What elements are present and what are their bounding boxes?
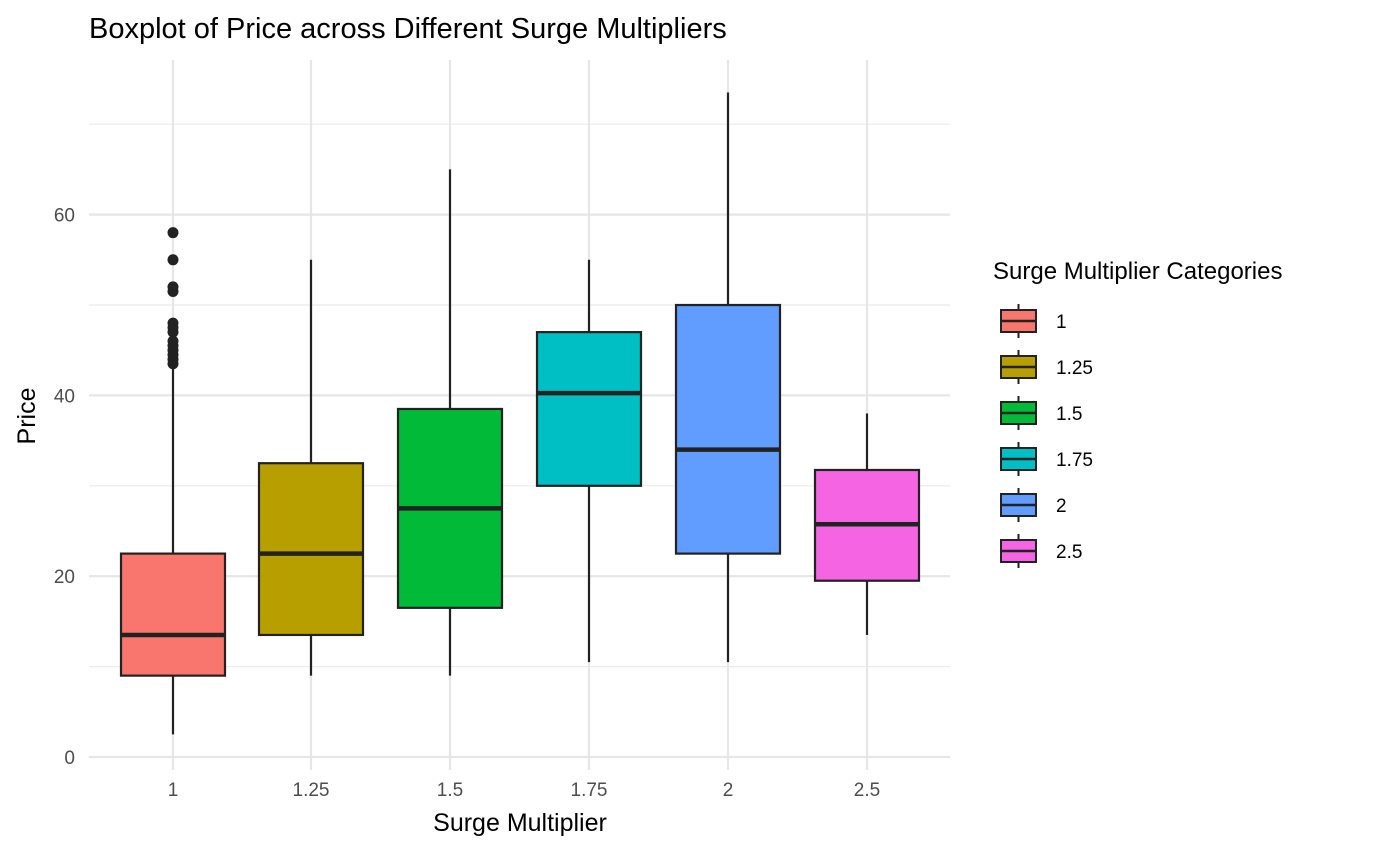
y-tick-label: 0 bbox=[64, 748, 75, 769]
box-1.5 bbox=[396, 169, 504, 676]
x-tick-label: 1.5 bbox=[437, 780, 463, 801]
legend-key bbox=[1000, 442, 1037, 476]
outlier-point bbox=[167, 317, 179, 329]
legend-item-1.5: 1.5 bbox=[1000, 396, 1082, 430]
x-tick-label: 2.5 bbox=[854, 780, 880, 801]
legend-item-1: 1 bbox=[1000, 304, 1067, 338]
x-tick-label: 2 bbox=[723, 780, 734, 801]
legend-label: 1.25 bbox=[1056, 358, 1093, 379]
legend-key bbox=[1000, 534, 1037, 568]
x-tick-label: 1.25 bbox=[293, 780, 330, 801]
y-tick-label: 40 bbox=[54, 386, 75, 407]
iqr-box bbox=[119, 552, 227, 677]
box-2 bbox=[674, 92, 782, 663]
legend-key bbox=[1000, 488, 1037, 522]
legend-item-1.75: 1.75 bbox=[1000, 442, 1093, 476]
x-axis-ticks: 1 1.25 1.5 1.75 2 2.5 bbox=[168, 780, 881, 801]
x-tick-label: 1 bbox=[168, 780, 179, 801]
y-axis-ticks: 0 20 40 60 bbox=[54, 206, 75, 769]
legend-key bbox=[1000, 350, 1037, 384]
legend-item-2.5: 2.5 bbox=[1000, 534, 1082, 568]
legend-label: 1.75 bbox=[1056, 450, 1093, 471]
legend-label: 2.5 bbox=[1056, 542, 1082, 563]
legend-item-1.25: 1.25 bbox=[1000, 350, 1093, 384]
y-tick-label: 60 bbox=[54, 206, 75, 227]
outlier-point bbox=[167, 335, 179, 347]
legend: Surge Multiplier Categories 1 1.25 1.5 1.75… bbox=[993, 258, 1282, 568]
box-1.75 bbox=[535, 259, 643, 663]
boxes-layer bbox=[119, 92, 921, 735]
outlier-point bbox=[167, 254, 179, 266]
iqr-box bbox=[674, 303, 782, 555]
chart-title: Boxplot of Price across Different Surge … bbox=[89, 13, 727, 45]
y-axis-title: Price bbox=[13, 388, 41, 445]
outlier-point bbox=[167, 227, 179, 239]
iqr-box bbox=[535, 331, 643, 487]
x-tick-label: 1.75 bbox=[571, 780, 608, 801]
y-tick-label: 20 bbox=[54, 567, 75, 588]
legend-item-2: 2 bbox=[1000, 488, 1067, 522]
legend-key bbox=[1000, 304, 1037, 338]
legend-label: 2 bbox=[1056, 496, 1067, 517]
box-1.25 bbox=[257, 259, 365, 676]
outlier-point bbox=[167, 281, 179, 293]
box-1 bbox=[119, 227, 227, 735]
iqr-box bbox=[257, 462, 365, 637]
legend-items: 1 1.25 1.5 1.75 2 2.5 bbox=[1000, 304, 1093, 568]
box-2.5 bbox=[813, 413, 921, 635]
legend-title: Surge Multiplier Categories bbox=[993, 258, 1282, 285]
legend-key bbox=[1000, 396, 1037, 430]
legend-label: 1.5 bbox=[1056, 404, 1082, 425]
x-axis-title: Surge Multiplier bbox=[433, 809, 607, 837]
legend-label: 1 bbox=[1056, 312, 1067, 333]
